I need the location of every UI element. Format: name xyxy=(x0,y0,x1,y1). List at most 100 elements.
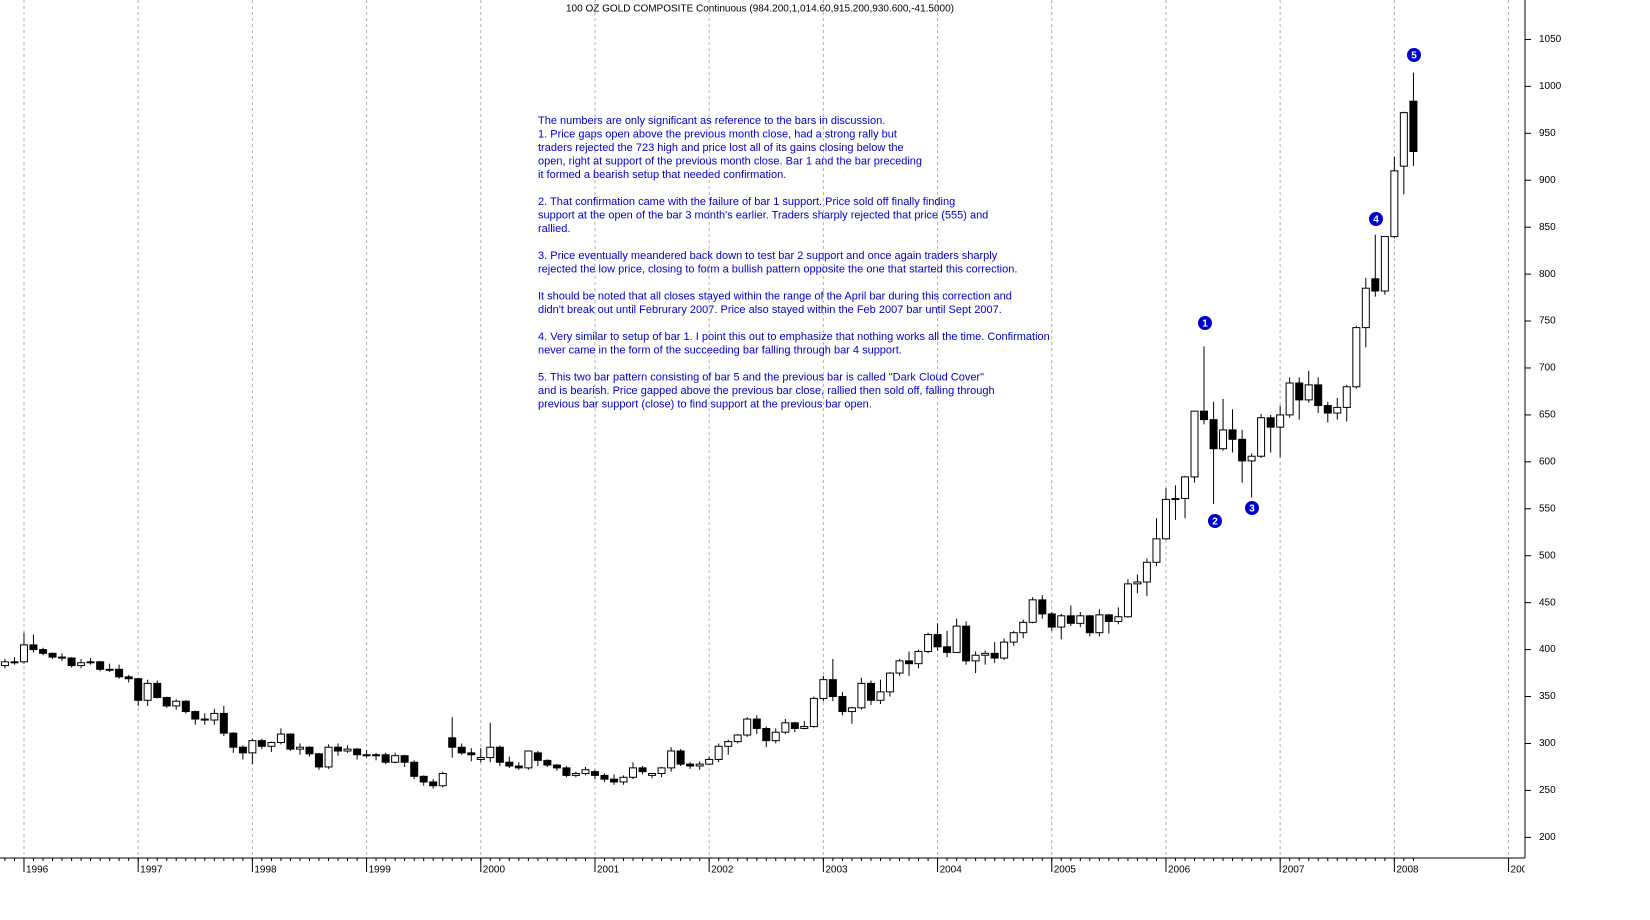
annotation-marker xyxy=(1208,514,1222,528)
candle-body xyxy=(648,773,657,776)
y-tick-label: 300 xyxy=(1539,738,1556,749)
candle-body xyxy=(857,682,866,709)
y-tick-label: 950 xyxy=(1539,128,1556,139)
candle-body xyxy=(1342,386,1351,408)
note-line: 1. Price gaps open above the previous mo… xyxy=(538,128,897,140)
candle-body xyxy=(695,763,704,767)
candle-body xyxy=(1209,419,1218,450)
y-tick-label: 800 xyxy=(1539,269,1556,280)
x-tick-label: 2005 xyxy=(1054,865,1077,876)
candle-body xyxy=(743,718,752,736)
candle-body xyxy=(495,746,504,763)
candle-body xyxy=(895,660,904,674)
candle-body xyxy=(1095,614,1104,634)
candle-body xyxy=(1133,581,1142,585)
candle-body xyxy=(628,767,637,778)
y-tick-label: 700 xyxy=(1539,363,1556,374)
candle-body xyxy=(248,740,257,754)
candle-body xyxy=(809,697,818,728)
candle-body xyxy=(96,661,105,670)
candle-body xyxy=(1190,410,1199,478)
candle-body xyxy=(162,696,171,707)
x-tick-label: 2009 xyxy=(1511,865,1534,876)
candle-body xyxy=(1114,616,1123,622)
candle-body xyxy=(1257,417,1266,457)
candle-body xyxy=(667,750,676,769)
note-line: didn't break out until Februrary 2007. P… xyxy=(538,304,1002,316)
candle-body xyxy=(885,672,894,693)
note-line: traders rejected the 723 high and price … xyxy=(538,142,904,154)
candle-body xyxy=(1352,327,1361,388)
candle-body xyxy=(372,754,381,757)
candle-body xyxy=(276,733,285,744)
candle-body xyxy=(524,750,533,769)
candle-body xyxy=(1295,382,1304,401)
candle-body xyxy=(1371,278,1380,292)
candle-body xyxy=(134,678,143,701)
chart-title: 100 OZ GOLD COMPOSITE Continuous (984.20… xyxy=(566,4,954,15)
candle-body xyxy=(905,660,914,665)
candle-body xyxy=(39,649,48,654)
candle-body xyxy=(400,755,409,763)
candle-body xyxy=(1142,561,1151,583)
candle-body xyxy=(143,682,152,701)
candle-body xyxy=(1304,384,1313,401)
note-line: The numbers are only significant as refe… xyxy=(538,115,885,127)
candle-body xyxy=(286,733,295,750)
candle-body xyxy=(448,737,457,748)
candle-body xyxy=(1171,497,1180,500)
note-line: 3. Price eventually meandered back down … xyxy=(538,250,998,262)
candle-body xyxy=(724,741,733,747)
candle-body xyxy=(971,654,980,662)
candle-body xyxy=(781,722,790,733)
candle-body xyxy=(1038,599,1047,615)
x-tick-label: 2003 xyxy=(825,865,848,876)
candle-body xyxy=(1333,406,1342,414)
y-tick-label: 450 xyxy=(1539,597,1556,608)
candle-body xyxy=(353,748,362,756)
candle-body xyxy=(1409,100,1418,153)
candle-body xyxy=(1161,498,1170,540)
candle-body xyxy=(914,650,923,665)
candle-body xyxy=(314,753,323,768)
candle-body xyxy=(1066,615,1075,624)
candle-body xyxy=(800,726,809,729)
annotation-marker xyxy=(1245,501,1259,515)
candle-body xyxy=(391,755,400,763)
candle-body xyxy=(752,718,761,729)
candle-body xyxy=(105,668,114,671)
candle-body xyxy=(29,644,38,651)
candle-body xyxy=(762,727,771,742)
candle-body xyxy=(1009,632,1018,643)
candle-body xyxy=(990,652,999,659)
candle-body xyxy=(876,691,885,701)
y-tick-label: 900 xyxy=(1539,175,1556,186)
candle-body xyxy=(714,745,723,760)
annotation-label: 5 xyxy=(1411,51,1417,62)
y-tick-label: 500 xyxy=(1539,550,1556,561)
candle-body xyxy=(638,767,647,773)
candle-body xyxy=(467,752,476,756)
candle-body xyxy=(962,625,971,662)
annotation-label: 1 xyxy=(1202,319,1208,330)
candle-body xyxy=(219,712,228,734)
candle-body xyxy=(543,759,552,766)
candle-body xyxy=(457,746,466,754)
candle-body xyxy=(1057,615,1066,628)
x-tick-label: 2002 xyxy=(711,865,734,876)
candle-body xyxy=(172,700,181,707)
candle-body xyxy=(1152,538,1161,563)
candle-body xyxy=(191,711,200,720)
candle-body xyxy=(590,771,599,776)
x-tick-label: 1997 xyxy=(140,865,163,876)
note-line: it formed a bearish setup that needed co… xyxy=(538,169,786,181)
y-tick-label: 550 xyxy=(1539,503,1556,514)
annotation-marker xyxy=(1198,316,1212,330)
candle-body xyxy=(866,682,875,701)
x-tick-label: 2006 xyxy=(1168,865,1191,876)
candle-body xyxy=(1238,438,1247,462)
candle-body xyxy=(181,700,190,713)
candle-body xyxy=(124,676,133,680)
candle-body xyxy=(562,767,571,776)
candle-body xyxy=(210,712,219,721)
